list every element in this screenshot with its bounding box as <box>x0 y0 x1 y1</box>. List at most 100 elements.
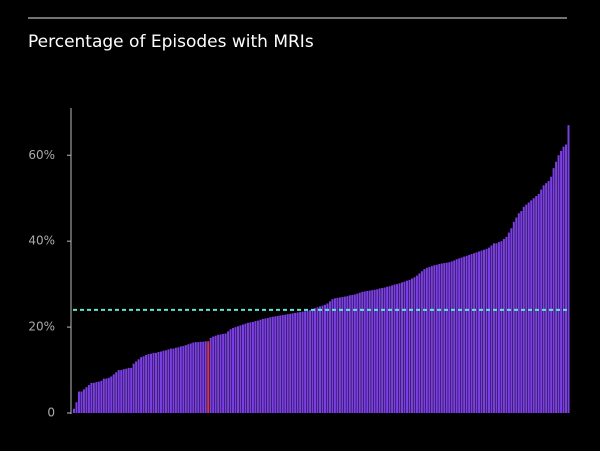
bar <box>164 350 167 413</box>
bar <box>192 342 195 413</box>
bar <box>125 368 128 413</box>
bar <box>505 236 508 413</box>
bar <box>264 318 267 413</box>
bar <box>410 278 413 413</box>
bar <box>105 378 108 413</box>
bar <box>361 291 364 413</box>
bar <box>189 343 192 413</box>
bar <box>135 361 138 413</box>
bar <box>311 309 314 413</box>
bar <box>376 289 379 413</box>
bar <box>348 295 351 413</box>
bar <box>321 305 324 413</box>
bar <box>393 284 396 413</box>
bar <box>301 311 304 413</box>
bar <box>194 342 197 413</box>
bar <box>217 334 220 413</box>
bar <box>532 198 535 413</box>
bar <box>174 347 177 413</box>
bar <box>418 273 421 413</box>
y-tick-label: 60% <box>28 148 55 162</box>
bar <box>140 357 143 413</box>
bar <box>527 202 530 413</box>
bar <box>415 275 418 413</box>
bar <box>490 245 493 413</box>
bar <box>346 296 349 413</box>
bar <box>82 389 85 413</box>
bar <box>120 370 123 413</box>
bar <box>239 325 242 413</box>
bar <box>145 355 148 413</box>
bar <box>142 356 145 413</box>
bar <box>555 161 558 413</box>
bar <box>507 232 510 413</box>
bar <box>204 341 207 413</box>
bar <box>102 378 105 413</box>
bar <box>420 271 423 413</box>
bar <box>430 266 433 413</box>
bar <box>492 243 495 413</box>
bar <box>356 293 359 413</box>
y-tick-label: 40% <box>28 234 55 248</box>
bar <box>187 344 190 413</box>
bar <box>281 315 284 413</box>
bar <box>112 374 115 413</box>
bar <box>440 263 443 413</box>
bar <box>100 380 103 413</box>
bar <box>363 291 366 413</box>
bar <box>304 311 307 413</box>
bar <box>80 391 83 413</box>
bar <box>341 297 344 413</box>
bar <box>159 351 162 413</box>
bar <box>241 324 244 413</box>
bar <box>296 312 299 413</box>
bar <box>550 176 553 413</box>
bar <box>177 347 180 413</box>
bar <box>547 181 550 413</box>
bar <box>291 313 294 413</box>
bar <box>266 318 269 413</box>
bar <box>381 287 384 413</box>
bar <box>495 243 498 413</box>
bar <box>284 314 287 413</box>
bar <box>132 363 135 413</box>
bar <box>274 316 277 413</box>
bar <box>306 310 309 413</box>
bar <box>299 312 302 413</box>
bar <box>110 376 113 413</box>
bar <box>162 350 165 413</box>
bar <box>517 213 520 413</box>
bar <box>279 315 282 413</box>
bar <box>259 319 262 413</box>
bar <box>338 297 341 413</box>
bar <box>468 254 471 413</box>
bar <box>520 211 523 413</box>
bar <box>117 370 120 413</box>
bar <box>85 387 88 413</box>
bar <box>502 239 505 413</box>
bar <box>388 286 391 413</box>
bar <box>396 284 399 413</box>
bar <box>207 341 210 413</box>
bar <box>276 315 279 413</box>
bar <box>530 200 533 413</box>
bar <box>540 189 543 413</box>
bar <box>316 307 319 413</box>
bar <box>560 150 563 413</box>
bar <box>319 306 322 413</box>
bar <box>182 345 185 413</box>
bar <box>435 264 438 413</box>
bar <box>386 286 389 413</box>
bar <box>254 321 257 413</box>
bar <box>155 352 157 413</box>
bar <box>358 292 361 413</box>
bar <box>487 247 490 413</box>
bar <box>202 341 205 413</box>
bar <box>448 262 451 413</box>
bar <box>246 322 249 413</box>
bar <box>470 254 473 413</box>
bar <box>249 322 252 413</box>
bar <box>271 316 274 413</box>
bar <box>405 280 408 413</box>
bar <box>314 308 317 413</box>
